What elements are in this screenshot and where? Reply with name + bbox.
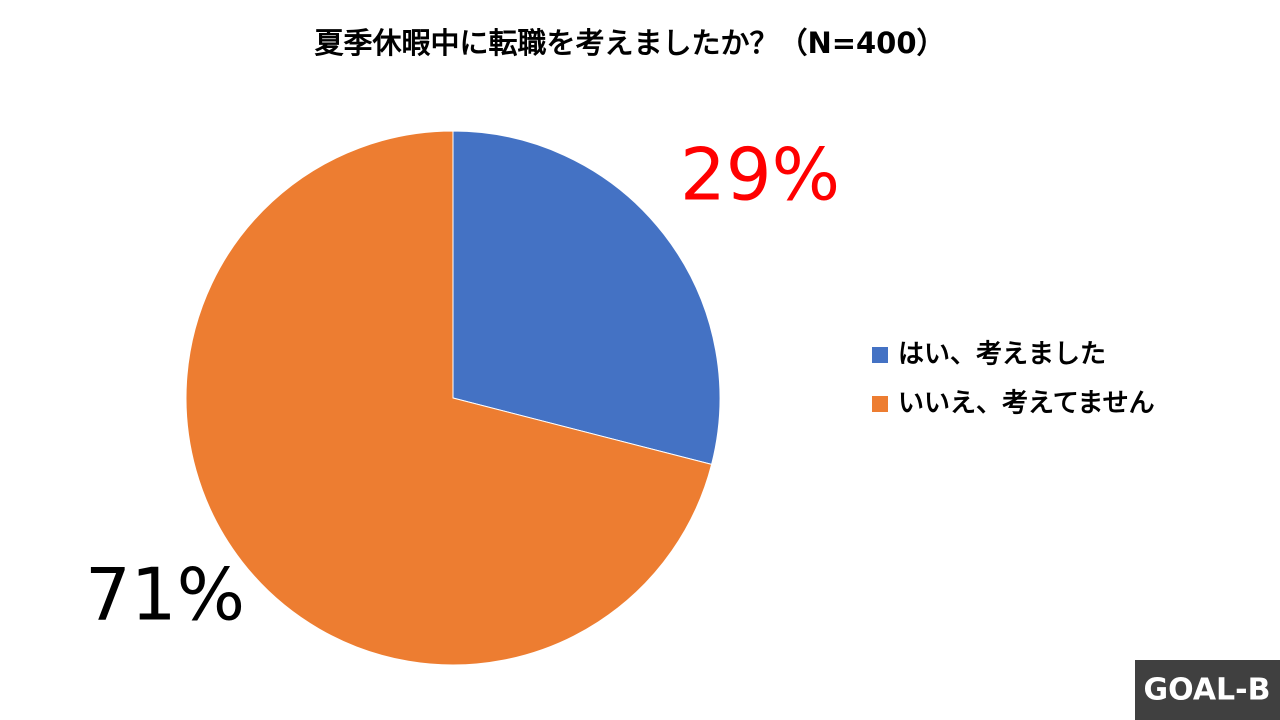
chart-title: 夏季休暇中に転職を考えましたか？（N=400） [314, 26, 945, 60]
pie-slice [185, 130, 713, 666]
value-label: 29% [680, 133, 840, 217]
legend-label: いいえ、考えてません [898, 389, 1155, 419]
legend-swatch [872, 347, 888, 363]
value-label: 71% [85, 553, 245, 637]
legend-swatch [872, 396, 888, 412]
logo-box [1135, 660, 1280, 720]
pie-slice [452, 130, 721, 466]
legend-label: はい、考えました [898, 340, 1106, 370]
logo: GOAL-B [1144, 673, 1271, 708]
